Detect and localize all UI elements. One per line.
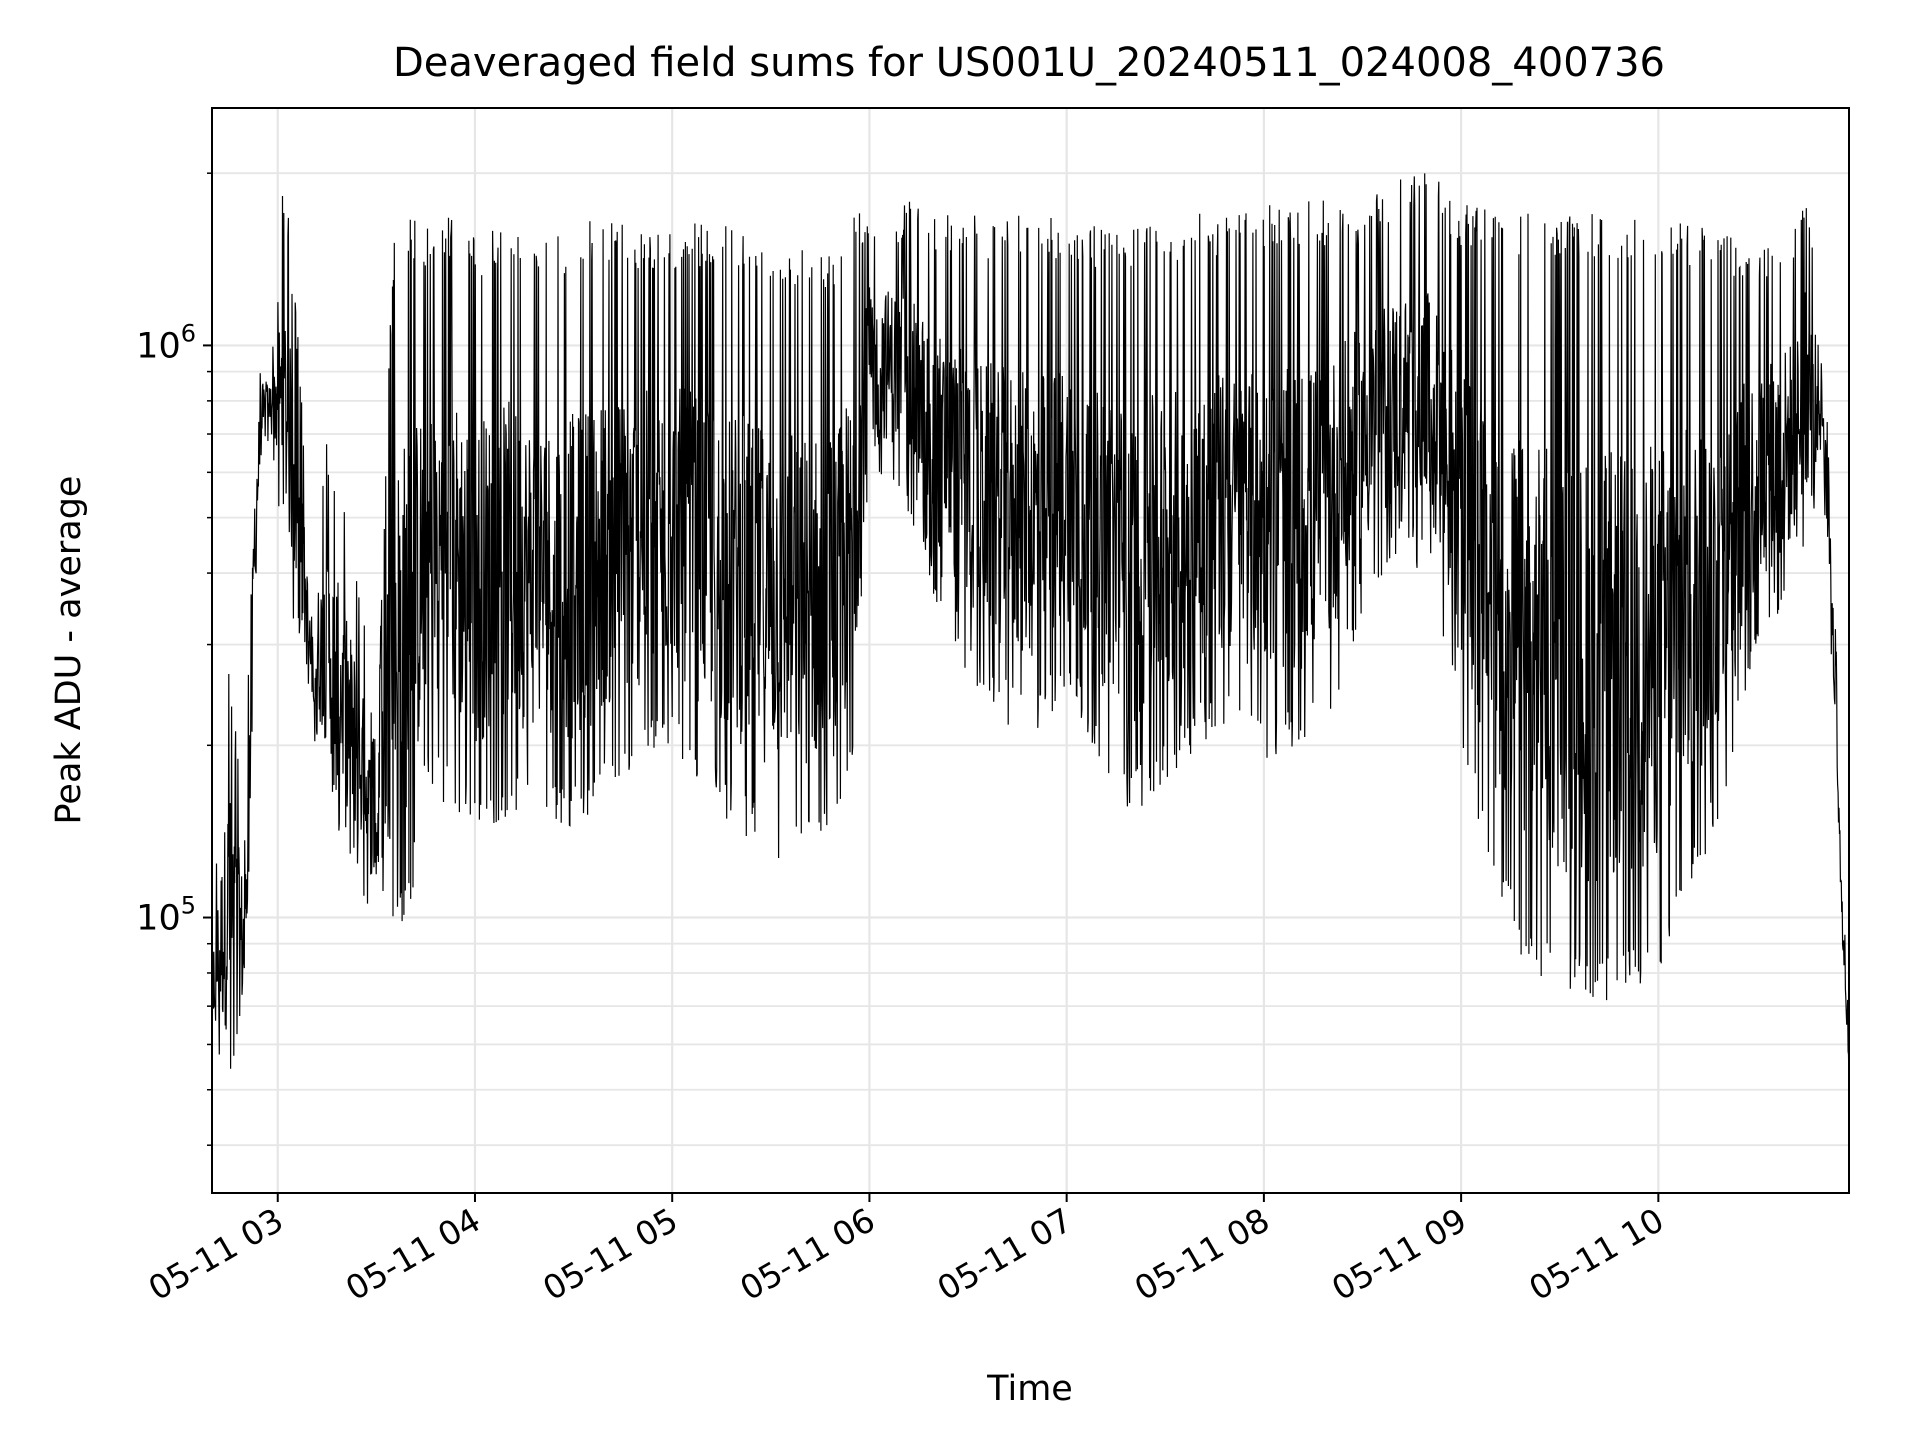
y-tick-label-exponent: 6: [181, 319, 196, 347]
series-line: [211, 173, 1850, 1087]
y-tick-label-exponent: 5: [181, 892, 196, 920]
plot-area-frame: [211, 107, 1850, 1194]
y-tick-label: 105: [136, 892, 196, 939]
y-tick-label-base: 10: [136, 899, 181, 939]
y-tick-label-base: 10: [136, 326, 181, 366]
x-axis-label: Time: [986, 1369, 1073, 1409]
y-axis-label: Peak ADU - average: [49, 476, 89, 825]
chart-title: Deaveraged field sums for US001U_2024051…: [393, 40, 1665, 86]
y-tick-label: 106: [136, 319, 196, 366]
series-group: [211, 173, 1850, 1087]
